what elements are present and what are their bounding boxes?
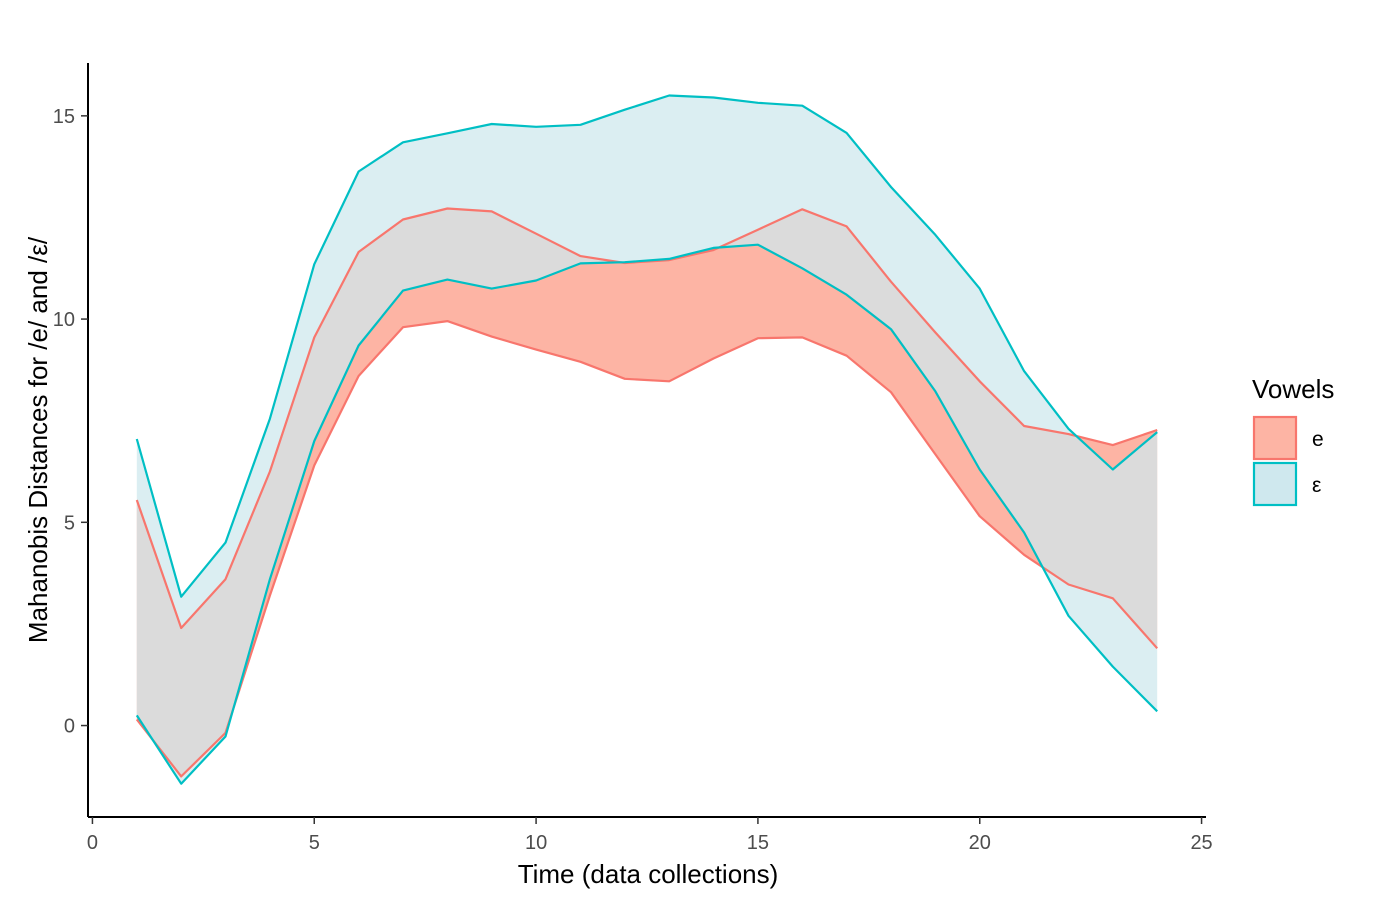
ribbon-lower-line-epsilon [135,243,1158,785]
x-tick-label: 5 [309,832,320,854]
y-tick-label: 15 [53,106,75,128]
legend-title: Vowels [1252,374,1334,404]
x-tick-label: 20 [969,832,991,854]
x-ticks: 0 5 10 15 20 25 [87,817,1213,854]
legend-key-e [1252,415,1298,461]
x-tick-label: 25 [1190,832,1212,854]
axes [87,63,1206,818]
legend-label-epsilon: ε [1312,474,1321,497]
plot-area [135,94,1159,785]
y-tick-label: 5 [64,512,75,534]
legend-key-epsilon [1252,461,1298,507]
legend-label-e: e [1312,428,1324,451]
ribbon-lower-line-e [135,320,1159,778]
ribbon-fill-epsilon [136,95,1158,784]
x-tick-label: 15 [747,832,769,854]
ribbon-fill-e [136,208,1158,777]
legend-items: eε [1252,415,1324,507]
legend: Vowels eε [1252,374,1334,507]
y-axis-title: Mahanobis Distances for /e/ and /ε/ [23,236,53,643]
x-tick-label: 0 [87,832,98,854]
y-tick-label: 10 [53,309,75,331]
x-axis-title: Time (data collections) [518,859,779,889]
ribbon-upper-line-epsilon [135,94,1158,598]
y-ticks: 0 5 10 15 [53,106,88,738]
x-tick-label: 10 [525,832,547,854]
y-tick-label: 0 [64,716,75,738]
